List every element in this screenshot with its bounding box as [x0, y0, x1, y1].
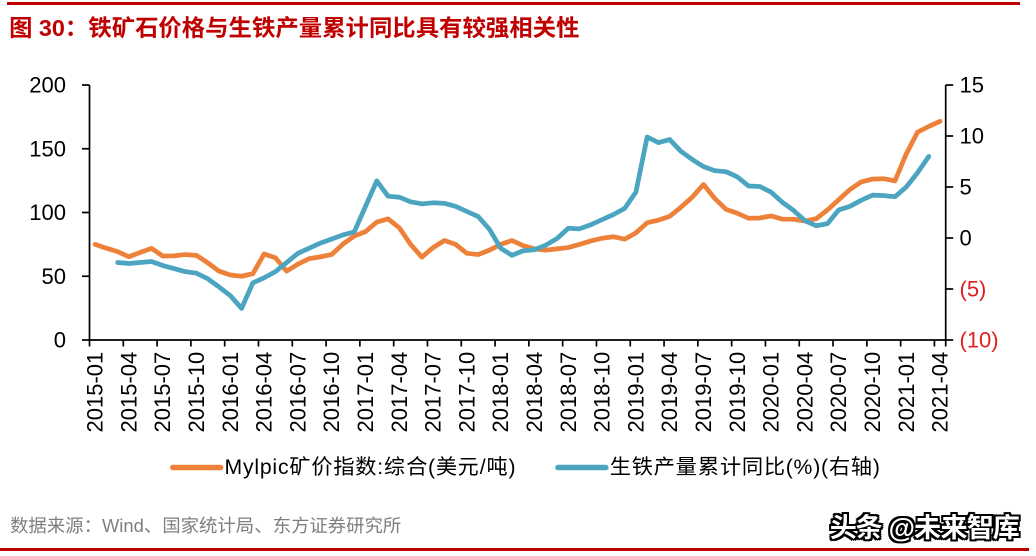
- x-axis-tick-label: 2017-04: [387, 352, 412, 433]
- x-axis-tick-label: 2019-10: [725, 352, 750, 433]
- legend-label-pig-iron-yoy: 生铁产量累计同比(%)(右轴): [610, 456, 881, 479]
- x-axis-tick-label: 2019-01: [623, 352, 648, 433]
- x-axis-tick-label: 2016-01: [218, 352, 243, 433]
- x-axis-tick-label: 2020-07: [826, 352, 851, 433]
- right-axis-tick-label: 15: [960, 73, 984, 98]
- x-axis-tick-label: 2015-04: [116, 352, 141, 433]
- right-axis-tick-label: 10: [960, 124, 984, 149]
- x-axis-tick-label: 2016-04: [252, 352, 277, 433]
- x-axis-tick-label: 2018-04: [522, 352, 547, 433]
- left-axis-tick-label: 0: [54, 328, 66, 353]
- x-axis-tick-label: 2019-04: [657, 352, 682, 433]
- top-divider-rule: [7, 2, 1020, 5]
- x-axis-tick-label: 2020-10: [860, 352, 885, 433]
- x-axis-tick-label: 2018-07: [556, 352, 581, 433]
- x-axis-tick-label: 2020-04: [792, 352, 817, 433]
- x-axis-tick-label: 2017-10: [454, 352, 479, 433]
- left-axis-tick-label: 100: [29, 200, 66, 225]
- series-line-ore-price: [92, 118, 943, 279]
- left-axis-tick-label: 200: [29, 73, 66, 98]
- x-axis-tick-label: 2015-10: [184, 352, 209, 433]
- x-axis-tick-label: 2017-01: [353, 352, 378, 433]
- left-axis-tick-label: 50: [42, 264, 66, 289]
- x-axis-tick-label: 2016-10: [319, 352, 344, 433]
- x-axis-tick-label: 2015-01: [83, 352, 108, 433]
- x-axis-tick-label: 2021-04: [928, 352, 953, 433]
- x-axis-tick-label: 2019-07: [691, 352, 716, 433]
- x-axis-tick-label: 2021-01: [894, 352, 919, 433]
- left-axis-tick-label: 150: [29, 136, 66, 161]
- legend-label-ore-price: Mylpic矿价指数:综合(美元/吨): [225, 456, 517, 479]
- right-axis-tick-label: 5: [960, 175, 972, 200]
- x-axis-tick-label: 2020-01: [759, 352, 784, 433]
- right-axis-tick-label: (10): [960, 328, 999, 353]
- figure-title: 图 30：铁矿石价格与生铁产量累计同比具有较强相关性: [9, 15, 580, 42]
- x-axis-tick-label: 2016-07: [285, 352, 310, 433]
- x-axis-tick-label: 2018-01: [488, 352, 513, 433]
- x-axis-tick-label: 2015-07: [150, 352, 175, 433]
- series-line-pig-iron-yoy: [115, 134, 932, 311]
- right-axis-tick-label: 0: [960, 226, 972, 251]
- bottom-divider-rule: [0, 548, 1029, 551]
- x-axis-tick-label: 2018-10: [590, 352, 615, 433]
- watermark-toutiao-handle: 头条 @未来智库: [829, 512, 1020, 543]
- x-axis-tick-label: 2017-07: [421, 352, 446, 433]
- right-axis-tick-label: (5): [960, 277, 987, 302]
- data-source-note: 数据来源：Wind、国家统计局、东方证券研究所: [10, 515, 402, 536]
